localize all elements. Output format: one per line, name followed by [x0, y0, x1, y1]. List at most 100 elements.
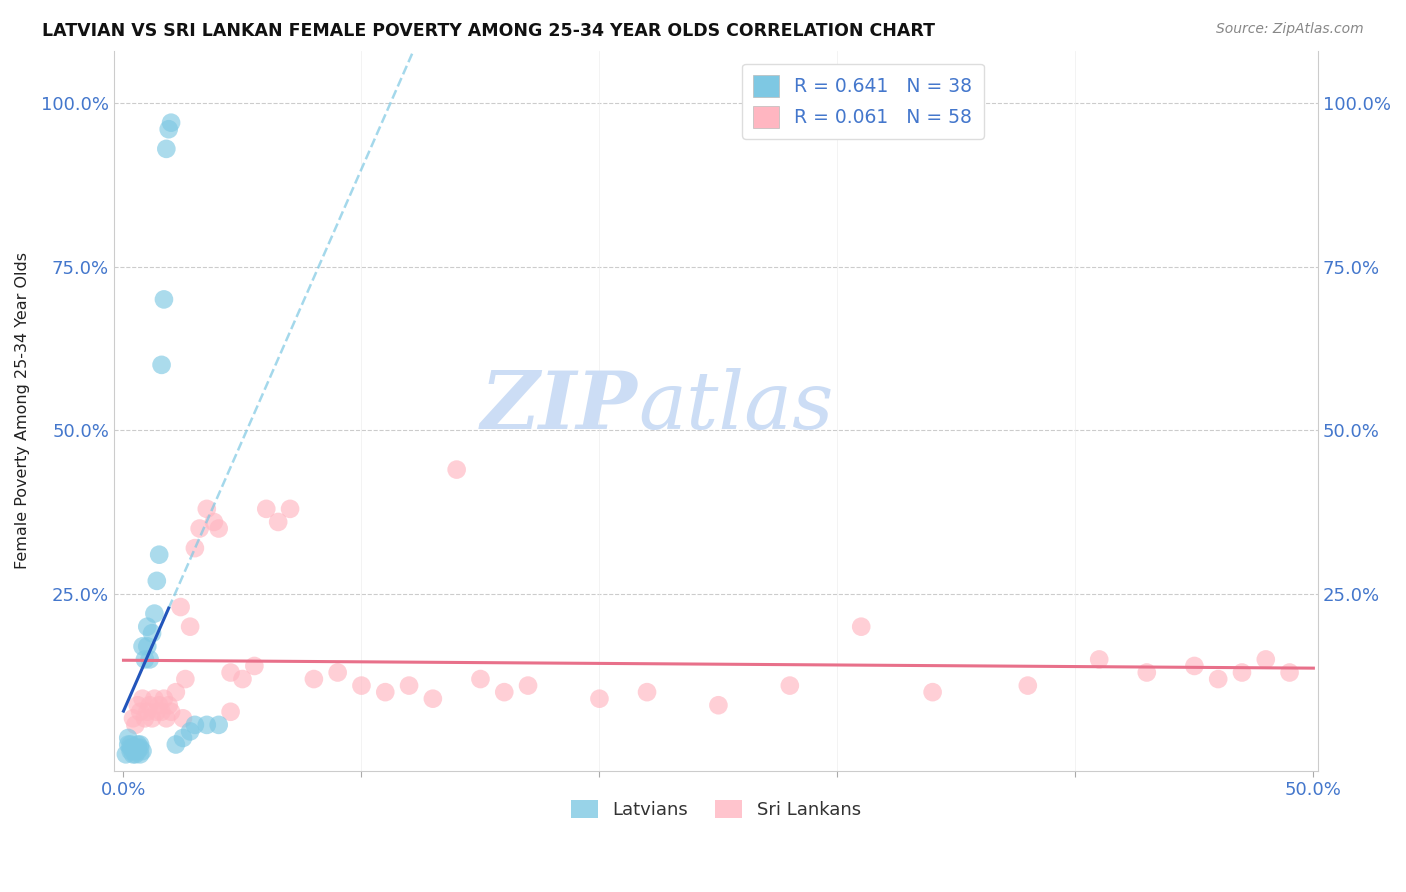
- Point: [921, 685, 943, 699]
- Point: [117, 731, 139, 745]
- Point: [179, 724, 201, 739]
- Point: [155, 142, 177, 156]
- Point: [148, 698, 170, 713]
- Point: [1278, 665, 1301, 680]
- Point: [122, 740, 145, 755]
- Point: [1136, 665, 1159, 680]
- Point: [160, 705, 183, 719]
- Point: [278, 501, 301, 516]
- Point: [165, 738, 187, 752]
- Point: [219, 665, 242, 680]
- Point: [1017, 679, 1039, 693]
- Point: [120, 740, 142, 755]
- Point: [1182, 659, 1205, 673]
- Point: [120, 738, 142, 752]
- Point: [146, 705, 169, 719]
- Point: [302, 672, 325, 686]
- Point: [446, 462, 468, 476]
- Point: [243, 659, 266, 673]
- Point: [131, 744, 153, 758]
- Point: [124, 718, 146, 732]
- Y-axis label: Female Poverty Among 25-34 Year Olds: Female Poverty Among 25-34 Year Olds: [15, 252, 30, 569]
- Point: [143, 691, 166, 706]
- Point: [124, 744, 146, 758]
- Text: atlas: atlas: [638, 368, 834, 446]
- Point: [184, 718, 207, 732]
- Point: [120, 744, 142, 758]
- Point: [150, 358, 173, 372]
- Point: [160, 116, 183, 130]
- Point: [172, 731, 194, 745]
- Point: [195, 718, 218, 732]
- Point: [184, 541, 207, 556]
- Point: [588, 691, 610, 706]
- Point: [127, 738, 149, 752]
- Point: [150, 705, 173, 719]
- Point: [172, 711, 194, 725]
- Point: [146, 574, 169, 588]
- Point: [141, 711, 163, 725]
- Point: [494, 685, 516, 699]
- Point: [219, 705, 242, 719]
- Point: [231, 672, 253, 686]
- Point: [350, 679, 373, 693]
- Point: [636, 685, 658, 699]
- Point: [131, 640, 153, 654]
- Point: [136, 620, 159, 634]
- Legend: Latvians, Sri Lankans: Latvians, Sri Lankans: [564, 793, 869, 827]
- Point: [134, 711, 156, 725]
- Point: [157, 122, 180, 136]
- Point: [136, 705, 159, 719]
- Point: [134, 652, 156, 666]
- Point: [138, 698, 160, 713]
- Point: [129, 738, 152, 752]
- Point: [374, 685, 396, 699]
- Point: [208, 521, 231, 535]
- Point: [129, 740, 152, 755]
- Point: [124, 740, 146, 755]
- Point: [148, 548, 170, 562]
- Point: [1206, 672, 1229, 686]
- Point: [138, 652, 160, 666]
- Point: [124, 747, 146, 762]
- Point: [115, 747, 138, 762]
- Point: [131, 691, 153, 706]
- Point: [129, 705, 152, 719]
- Point: [157, 698, 180, 713]
- Point: [267, 515, 290, 529]
- Text: Source: ZipAtlas.com: Source: ZipAtlas.com: [1216, 22, 1364, 37]
- Point: [422, 691, 444, 706]
- Point: [117, 738, 139, 752]
- Point: [141, 626, 163, 640]
- Point: [143, 607, 166, 621]
- Point: [136, 640, 159, 654]
- Point: [517, 679, 540, 693]
- Point: [122, 711, 145, 725]
- Point: [851, 620, 873, 634]
- Point: [779, 679, 801, 693]
- Point: [174, 672, 197, 686]
- Point: [398, 679, 420, 693]
- Point: [188, 521, 211, 535]
- Text: ZIP: ZIP: [481, 368, 638, 446]
- Point: [127, 744, 149, 758]
- Point: [470, 672, 492, 686]
- Point: [153, 691, 176, 706]
- Point: [122, 747, 145, 762]
- Point: [155, 711, 177, 725]
- Point: [127, 698, 149, 713]
- Point: [169, 600, 191, 615]
- Point: [195, 501, 218, 516]
- Text: LATVIAN VS SRI LANKAN FEMALE POVERTY AMONG 25-34 YEAR OLDS CORRELATION CHART: LATVIAN VS SRI LANKAN FEMALE POVERTY AMO…: [42, 22, 935, 40]
- Point: [208, 718, 231, 732]
- Point: [254, 501, 277, 516]
- Point: [707, 698, 730, 713]
- Point: [153, 293, 176, 307]
- Point: [179, 620, 201, 634]
- Point: [129, 747, 152, 762]
- Point: [1254, 652, 1277, 666]
- Point: [202, 515, 225, 529]
- Point: [1088, 652, 1111, 666]
- Point: [326, 665, 349, 680]
- Point: [165, 685, 187, 699]
